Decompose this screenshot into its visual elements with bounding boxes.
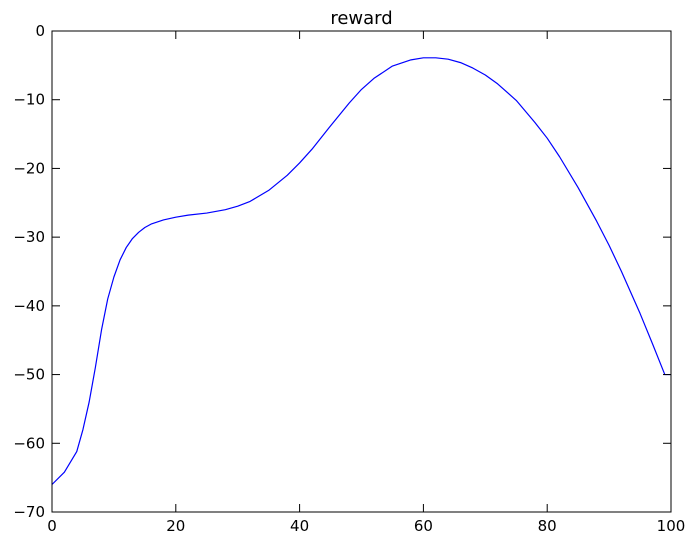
axis-tick-labels: 0 20 40 60 80 100 0 −10 −20 −30 −40 −50 −60 −70 (13, 22, 685, 535)
x-tick-label: 80 (538, 517, 557, 535)
x-tick-label: 40 (290, 517, 309, 535)
x-tick-label: 0 (47, 517, 57, 535)
y-tick-label: −20 (13, 159, 45, 177)
y-tick-label: −30 (13, 228, 45, 246)
y-tick-label: 0 (35, 22, 45, 40)
plot-frame (51, 30, 672, 513)
y-tick-label: −40 (13, 297, 45, 315)
x-tick-label: 60 (414, 517, 433, 535)
chart-title: reward (330, 8, 392, 29)
y-tick-label: −60 (13, 434, 45, 452)
y-tick-label: −10 (13, 91, 45, 109)
x-tick-label: 100 (657, 517, 686, 535)
series-line-0 (51, 57, 671, 485)
y-tick-label: −50 (13, 366, 45, 384)
y-tick-label: −70 (13, 503, 45, 521)
x-tick-label: 20 (166, 517, 185, 535)
plot-area (51, 57, 671, 485)
